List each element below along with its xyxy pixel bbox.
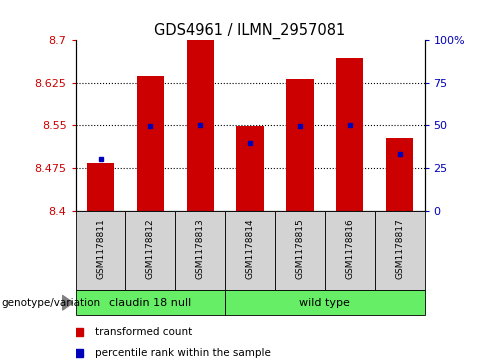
Bar — [386, 138, 413, 211]
Bar — [236, 126, 264, 211]
Text: GSM1178816: GSM1178816 — [346, 219, 354, 279]
Bar — [286, 79, 314, 211]
Bar — [76, 211, 125, 290]
Text: GSM1178812: GSM1178812 — [146, 219, 155, 279]
Bar — [87, 163, 114, 211]
Bar — [336, 58, 364, 211]
Bar — [325, 211, 375, 290]
Bar — [275, 211, 325, 290]
Bar — [225, 211, 275, 290]
Text: genotype/variation: genotype/variation — [1, 298, 100, 308]
Bar — [175, 211, 225, 290]
Title: GDS4961 / ILMN_2957081: GDS4961 / ILMN_2957081 — [155, 23, 346, 38]
Text: GSM1178817: GSM1178817 — [395, 219, 404, 279]
Text: GSM1178813: GSM1178813 — [196, 219, 205, 279]
Text: percentile rank within the sample: percentile rank within the sample — [95, 348, 271, 358]
Bar — [375, 211, 425, 290]
Bar — [225, 290, 425, 315]
Bar — [137, 76, 164, 211]
Polygon shape — [62, 295, 73, 310]
Text: GSM1178814: GSM1178814 — [245, 219, 255, 279]
Text: claudin 18 null: claudin 18 null — [109, 298, 191, 308]
Text: GSM1178815: GSM1178815 — [295, 219, 305, 279]
Text: GSM1178811: GSM1178811 — [96, 219, 105, 279]
Text: transformed count: transformed count — [95, 327, 192, 337]
Text: wild type: wild type — [300, 298, 350, 308]
Bar — [76, 290, 225, 315]
Bar — [186, 40, 214, 211]
Bar — [125, 211, 175, 290]
